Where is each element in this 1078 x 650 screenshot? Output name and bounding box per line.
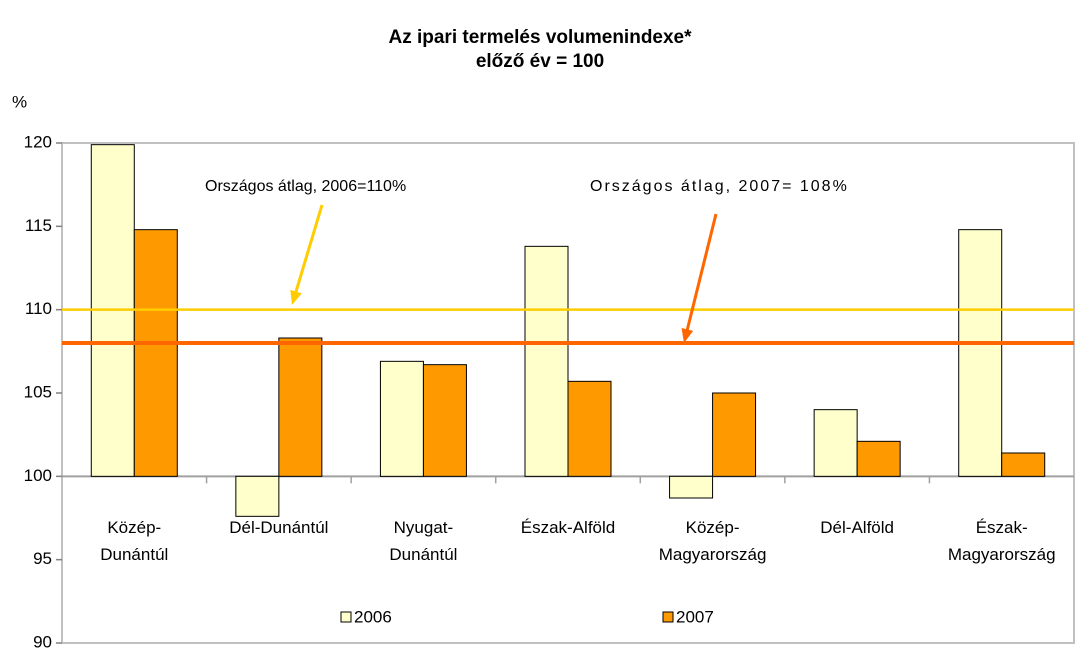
bar [567,380,612,477]
chart-subtitle: előző év = 100 [476,51,604,72]
bar [133,229,178,477]
arrow-head [681,327,694,343]
y-tick-label: 95 [33,549,52,568]
bar [422,364,467,477]
chart-title: Az ipari termelés volumenindexe* [388,27,692,48]
y-tick-label: 90 [33,632,52,650]
x-tick-label-line: Nyugat- [394,518,454,537]
bar [1001,452,1046,477]
legend-label: 2007 [676,607,714,626]
x-tick-label-line: Magyarország [948,545,1056,564]
x-tick-label: Dél-Alföld [820,518,894,537]
y-tick-label: 100 [24,466,52,485]
x-tick-label-line: Közép- [686,518,740,537]
y-tick-label: 120 [24,132,52,151]
y-axis-label: % [12,92,27,111]
arrow-head [290,289,302,305]
bar [958,229,1003,477]
annotation: Országos átlag, 2007= 108% [590,178,849,195]
x-tick-label-line: Észak- [976,518,1028,537]
x-tick-label-line: Dél-Dunántúl [229,518,328,537]
x-tick-label: Észak- Magyarország [948,518,1056,564]
x-tick-label-line: Közép- [107,518,161,537]
legend-swatch [340,611,352,623]
x-tick-label-line: Észak-Alföld [521,518,615,537]
x-tick-label-line: Dél-Alföld [820,518,894,537]
x-tick-label: Észak-Alföld [521,518,615,537]
x-tick-label: Nyugat- Dunántúl [389,518,457,564]
x-tick-label-line: Dunántúl [389,545,457,564]
y-tick-label: 105 [24,382,52,401]
bar [379,360,424,477]
bar [813,409,858,477]
x-tick-label: Közép- Dunántúl [100,518,168,564]
x-tick-label-line: Dunántúl [100,545,168,564]
x-tick-label: Közép- Magyarország [659,518,767,564]
x-tick-label-line: Magyarország [659,545,767,564]
annotation: Országos átlag, 2006=110% [205,178,406,195]
annotation-arrow [293,204,324,296]
bar [856,440,901,477]
bar [235,475,280,517]
x-tick-label: Dél-Dunántúl [229,518,328,537]
y-tick-label: 115 [25,216,52,235]
y-tick-label: 110 [25,299,52,318]
bar [278,337,323,477]
annotation-arrow [684,213,718,334]
bar [669,475,714,499]
bar [712,392,757,477]
bar [524,245,569,477]
legend-swatch [662,611,674,623]
legend-label: 2006 [354,607,392,626]
